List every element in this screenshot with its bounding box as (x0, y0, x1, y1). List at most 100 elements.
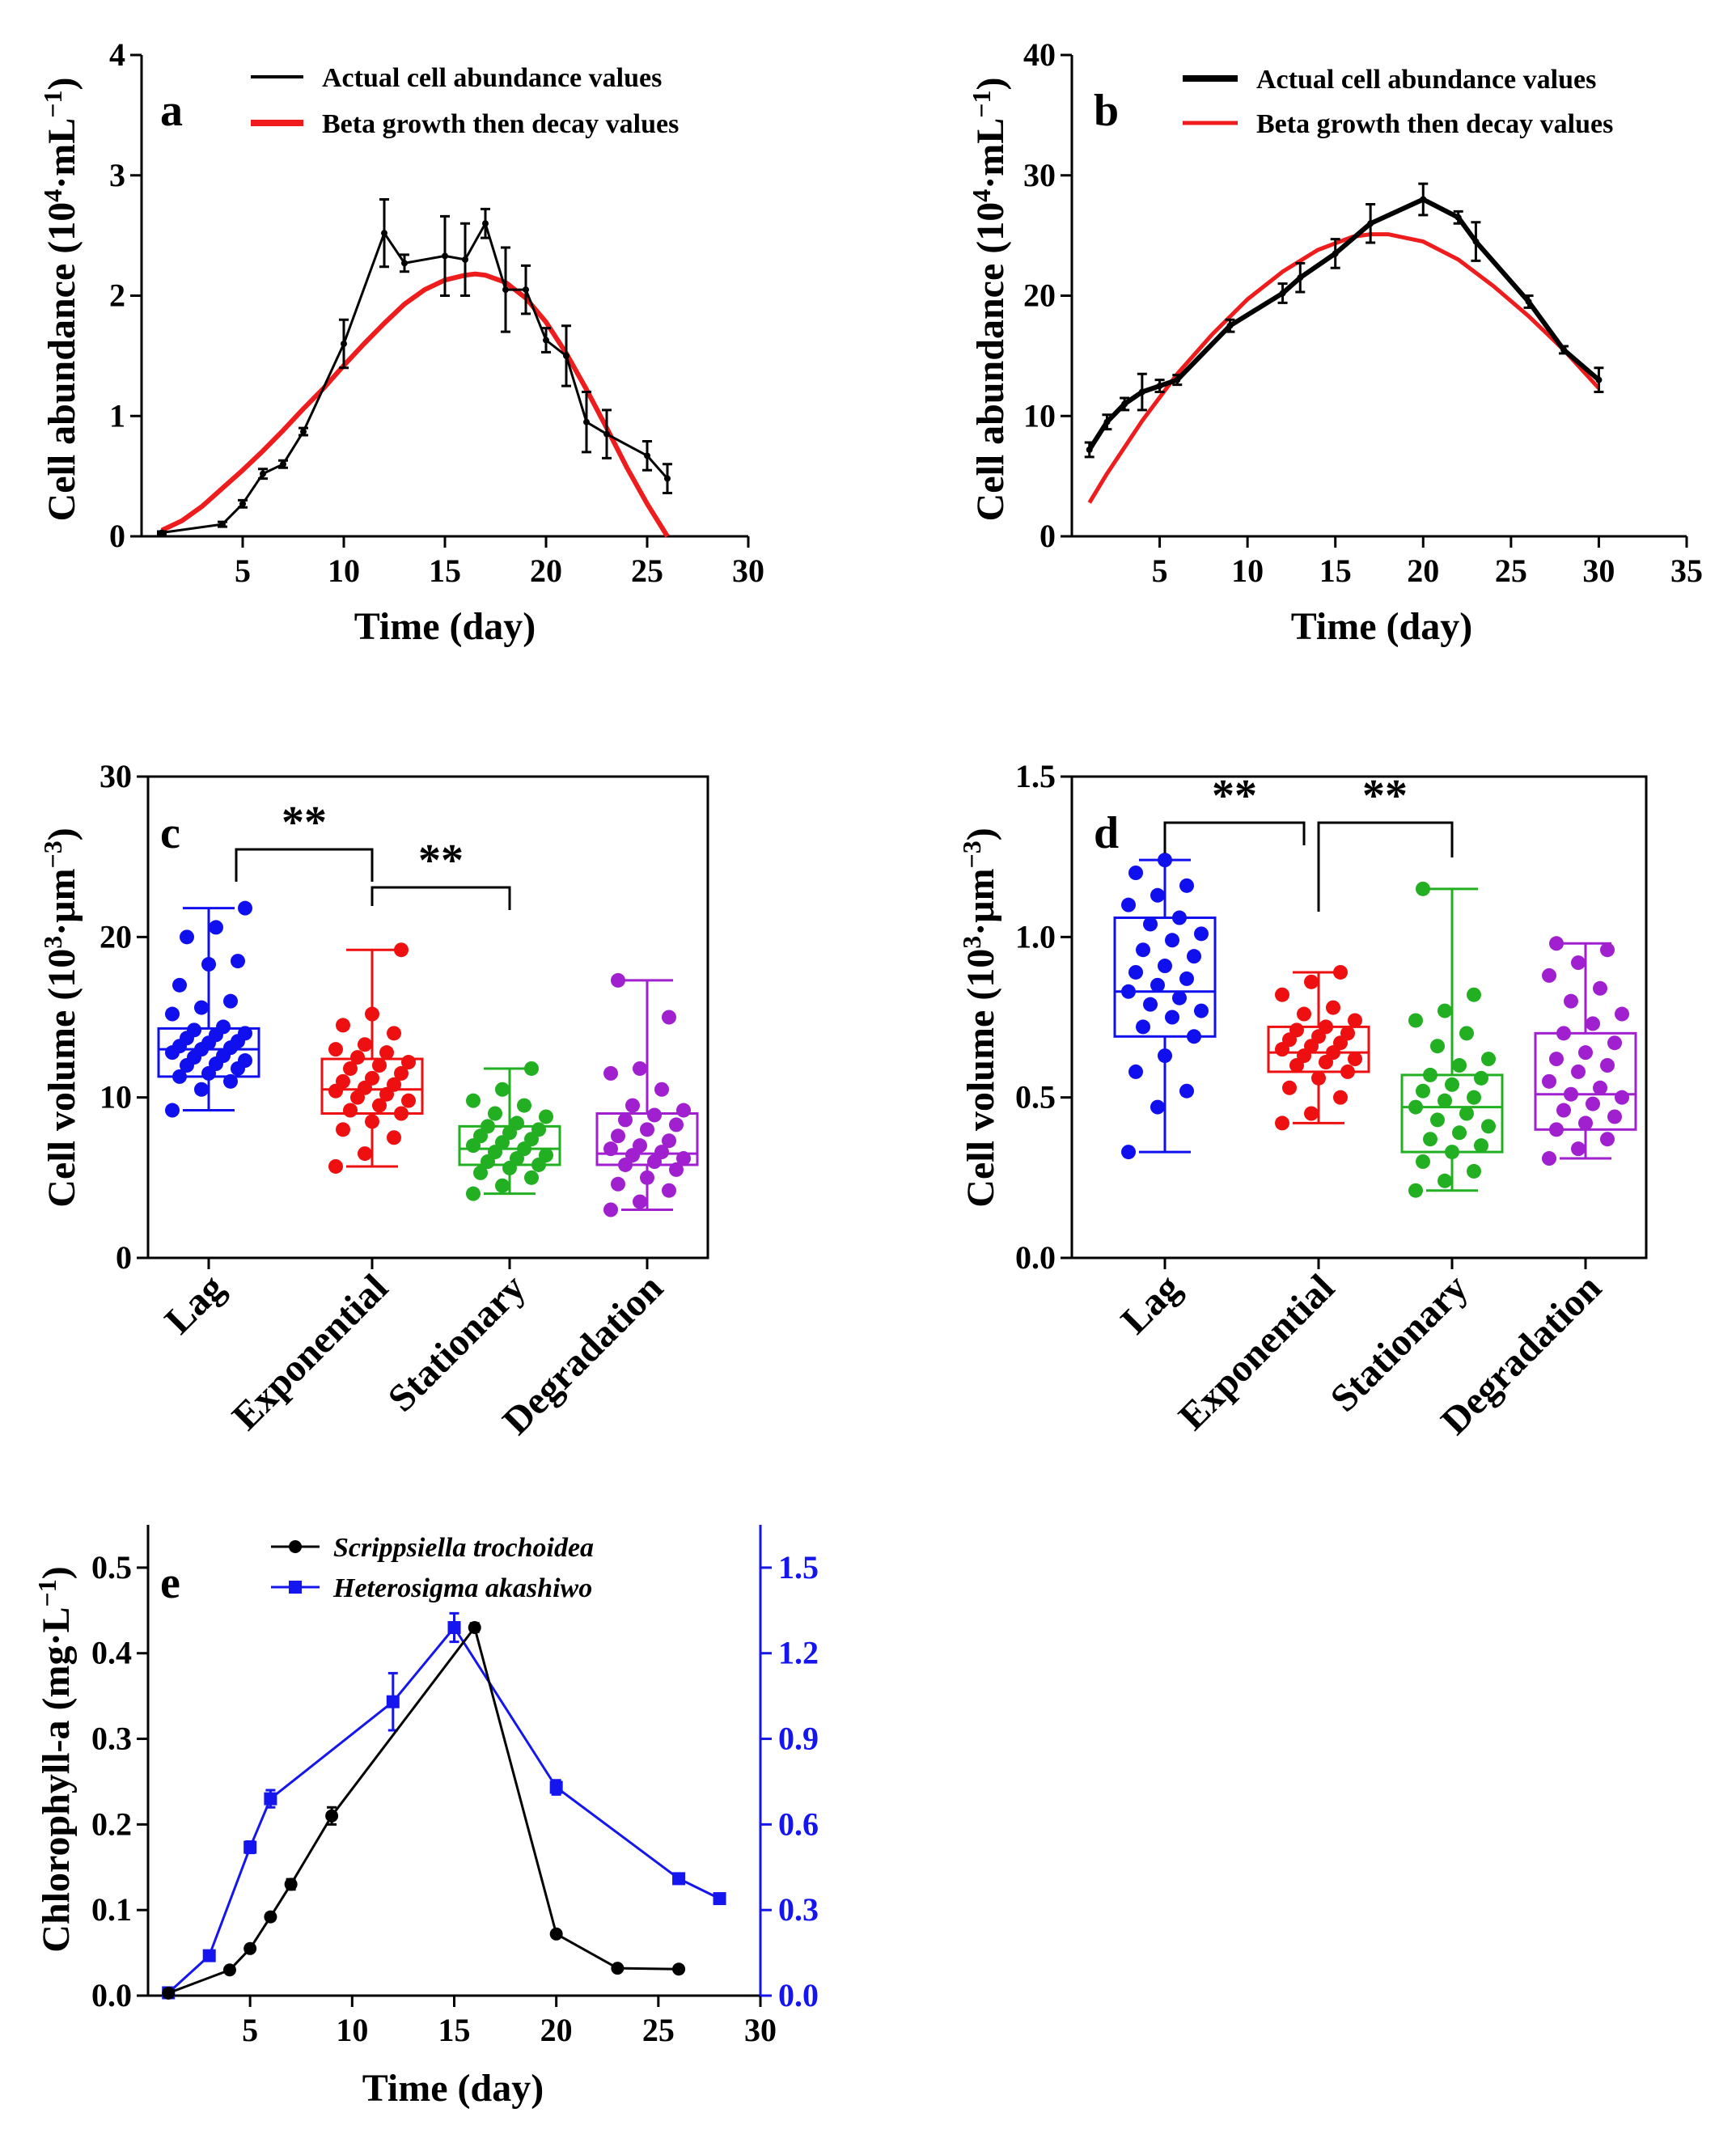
data-point (1474, 1138, 1488, 1154)
data-point (1408, 1013, 1423, 1028)
data-point (1187, 949, 1201, 964)
data-point (647, 1107, 662, 1123)
panel-d: 0.0 0.5 1.0 1.5 LagExponentialStationaryDeg… (957, 758, 1648, 1443)
data-point (1595, 376, 1603, 383)
data-point (1542, 1151, 1556, 1166)
data-point (1156, 383, 1163, 390)
y-tick-label: 30 (1023, 157, 1056, 193)
legend-marker-scrippsiella (289, 1540, 302, 1553)
a-y-ticks: 0 1 2 3 4 (109, 36, 142, 554)
data-point (1297, 274, 1304, 282)
box-degradation (1534, 936, 1637, 1166)
y-tick-label: 1.5 (1015, 758, 1056, 794)
data-point (1226, 322, 1234, 329)
data-point (1600, 942, 1615, 958)
data-point (1600, 1132, 1615, 1147)
data-point (662, 1183, 676, 1198)
y-tick-label: 0 (1039, 518, 1056, 554)
data-point (1333, 964, 1348, 980)
data-point (223, 1073, 238, 1089)
b-y-ticks: 0 10 20 30 40 (1023, 36, 1072, 554)
data-point (611, 1128, 625, 1144)
data-point (358, 1146, 372, 1162)
data-point (447, 1620, 461, 1634)
panel-c-boxes (157, 900, 699, 1217)
box-lag (157, 900, 260, 1118)
data-point (618, 1112, 633, 1128)
data-point (640, 1122, 654, 1137)
data-point (662, 1010, 676, 1025)
data-point (466, 1093, 481, 1108)
data-point (365, 1070, 379, 1086)
data-point (1319, 1019, 1333, 1035)
data-point (633, 1138, 647, 1154)
data-point (524, 1061, 539, 1076)
data-point (603, 1065, 618, 1081)
data-point (1416, 881, 1430, 896)
series-line (1087, 197, 1601, 451)
panel-a-series (157, 198, 672, 538)
data-point (401, 1093, 416, 1108)
data-point (488, 1106, 502, 1121)
panel-a-y-axis-label: Cell abundance (104·mL−1) (38, 78, 83, 522)
significance-mark-2: ** (418, 836, 464, 886)
data-point (611, 1962, 625, 1975)
data-point (1128, 866, 1143, 880)
x-category-label: Lag (1113, 1266, 1189, 1342)
box-degradation (595, 972, 699, 1217)
y-tick-label: 0.4 (91, 1635, 132, 1671)
data-point (223, 993, 238, 1009)
panel-d-boxes (1113, 853, 1637, 1198)
panel-b-letter: b (1094, 86, 1119, 136)
panel-e-legend: Scrippsiella trochoidea Heterosigma akas… (271, 1533, 594, 1603)
data-point (379, 1045, 394, 1061)
panel-b-y-axis-label: Cell abundance (104·mL−1) (967, 78, 1012, 522)
data-point (1454, 214, 1462, 221)
data-point (1452, 1125, 1467, 1141)
data-point (669, 1162, 684, 1177)
data-point (264, 1910, 277, 1924)
data-point (495, 1082, 510, 1097)
data-point (1289, 1022, 1304, 1038)
data-point (209, 920, 223, 935)
data-point (1481, 1052, 1496, 1067)
data-point (713, 1892, 726, 1906)
x-tick-label: 15 (1319, 552, 1352, 589)
series-line (167, 1626, 680, 1995)
data-point (549, 1927, 563, 1941)
c-y-ticks: 0 10 20 30 (100, 758, 148, 1276)
data-point (1437, 1093, 1452, 1108)
data-point (1158, 853, 1172, 868)
x-tick-label: 10 (328, 552, 360, 589)
data-point (611, 1176, 625, 1192)
data-point (1408, 1183, 1423, 1198)
y-tick-label: 0.0 (1015, 1239, 1056, 1276)
data-point (481, 1119, 495, 1134)
data-point (1121, 400, 1128, 408)
y-tick-label: 3 (109, 157, 125, 193)
data-point (381, 230, 387, 237)
legend-marker-heterosigma (289, 1581, 302, 1594)
data-point (1607, 1109, 1622, 1124)
x-tick-label: 5 (1152, 552, 1168, 589)
y-tick-label: 0 (109, 518, 125, 554)
data-point (633, 1061, 647, 1076)
data-point (325, 1809, 339, 1823)
data-point (539, 1109, 553, 1124)
x-tick-label: 25 (631, 552, 663, 589)
y2-tick-label: 0.6 (778, 1806, 819, 1842)
data-point (473, 1165, 488, 1180)
y2-tick-label: 0.0 (778, 1977, 819, 2013)
panel-b-series (1084, 182, 1604, 504)
x-category-label: Exponential (1171, 1266, 1343, 1438)
data-point (1593, 1080, 1607, 1095)
data-point (216, 1019, 231, 1035)
data-point (238, 900, 252, 916)
panel-d-significance: ** ** (1163, 771, 1454, 912)
data-point (1467, 1090, 1481, 1105)
data-point (1121, 897, 1136, 912)
y-tick-label: 10 (1023, 397, 1056, 434)
